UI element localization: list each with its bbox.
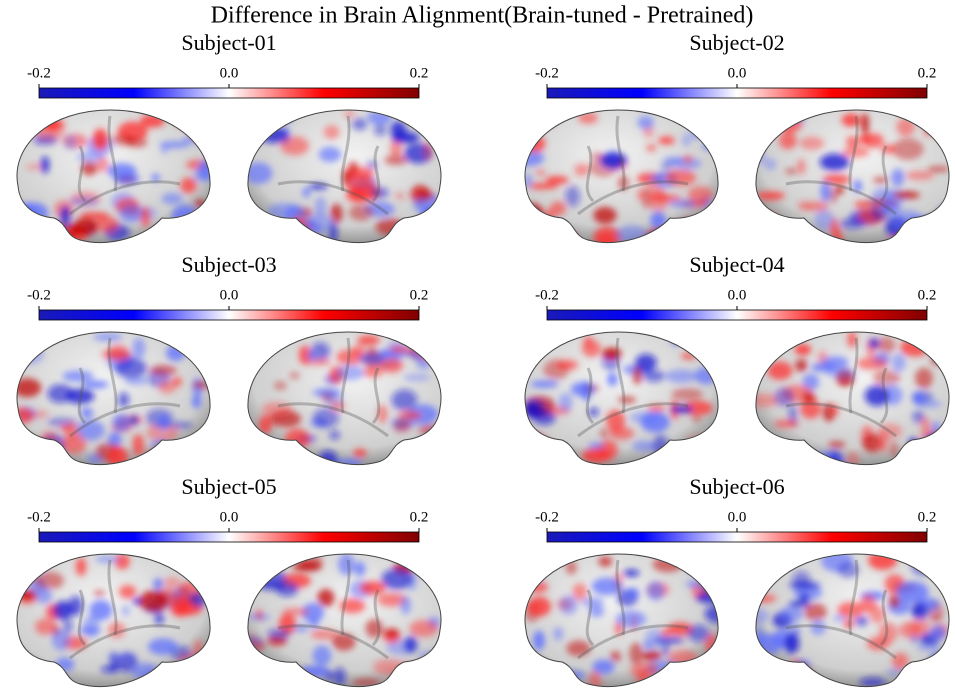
subject-label: Subject-01	[181, 30, 276, 55]
brain-surface	[16, 109, 211, 244]
brain-surface	[755, 553, 950, 688]
figure-title: Difference in Brain Alignment(Brain-tune…	[211, 3, 754, 29]
colorbar-tick-label: 0.2	[918, 65, 937, 81]
brain-surface	[16, 553, 211, 688]
colorbar	[546, 531, 928, 543]
brain-surface	[524, 109, 719, 244]
colorbar-tick-label: 0.2	[410, 509, 429, 525]
subject-label: Subject-02	[689, 30, 784, 55]
colorbar-tick-label: 0.2	[918, 287, 937, 303]
colorbar-tick-label: 0.0	[220, 287, 239, 303]
colorbar-tick-label: 0.0	[220, 509, 239, 525]
brain-surface	[755, 109, 950, 244]
colorbar-tick-label: -0.2	[27, 509, 51, 525]
colorbar-tick-label: -0.2	[27, 65, 51, 81]
brain-surface	[16, 331, 211, 466]
colorbar-tick-label: 0.0	[728, 287, 747, 303]
colorbar-tick-label: -0.2	[535, 287, 559, 303]
subject-label: Subject-05	[181, 474, 276, 499]
colorbar-tick-label: -0.2	[535, 65, 559, 81]
brain-surface	[247, 109, 442, 244]
subject-label: Subject-03	[181, 252, 276, 277]
colorbar-tick-label: 0.0	[728, 65, 747, 81]
brain-surface	[755, 331, 950, 466]
subject-label: Subject-04	[689, 252, 784, 277]
colorbar	[546, 309, 928, 321]
colorbar-tick-label: -0.2	[535, 509, 559, 525]
colorbar	[546, 87, 928, 99]
brain-surface	[247, 331, 442, 466]
colorbar	[38, 309, 420, 321]
colorbar-tick-label: 0.0	[220, 65, 239, 81]
colorbar-tick-label: 0.2	[918, 509, 937, 525]
colorbar	[38, 87, 420, 99]
colorbar-tick-label: 0.2	[410, 287, 429, 303]
brain-surface	[524, 553, 719, 688]
brain-surface	[247, 553, 442, 688]
colorbar	[38, 531, 420, 543]
colorbar-tick-label: -0.2	[27, 287, 51, 303]
colorbar-tick-label: 0.2	[410, 65, 429, 81]
brain-surface	[524, 331, 719, 466]
subject-label: Subject-06	[689, 474, 784, 499]
colorbar-tick-label: 0.0	[728, 509, 747, 525]
